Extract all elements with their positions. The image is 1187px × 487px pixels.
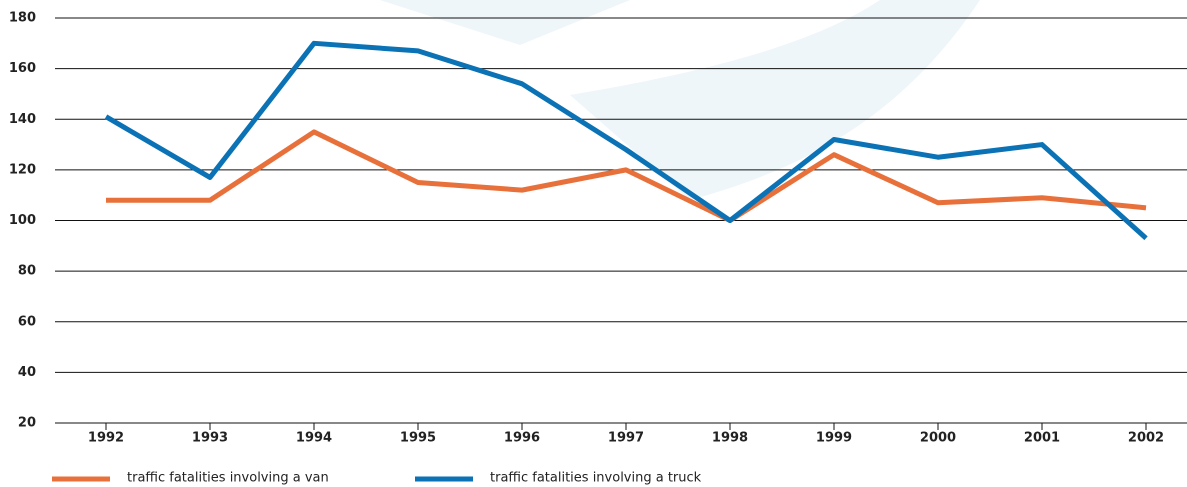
x-tick-label: 1996	[504, 431, 540, 446]
legend-label: traffic fatalities involving a truck	[490, 471, 702, 486]
x-tick-label: 1995	[400, 431, 436, 446]
y-tick-label: 160	[9, 61, 36, 76]
series-line	[104, 40, 1148, 241]
y-tick-label: 100	[9, 213, 36, 228]
series-line	[106, 129, 1147, 223]
y-tick-label: 140	[9, 112, 36, 127]
x-tick-label: 1999	[816, 431, 852, 446]
x-tick-label: 2000	[920, 431, 956, 446]
x-tick-label: 1998	[712, 431, 748, 446]
y-tick-label: 40	[18, 365, 36, 380]
y-tick-label: 120	[9, 162, 36, 177]
y-tick-label: 20	[18, 416, 36, 431]
x-tick-label: 1997	[608, 431, 644, 446]
y-tick-label: 180	[9, 11, 36, 26]
legend-label: traffic fatalities involving a van	[127, 471, 329, 486]
y-tick-label: 80	[18, 264, 36, 279]
x-tick-label: 1993	[192, 431, 228, 446]
x-tick-label: 1994	[296, 431, 332, 446]
x-tick-label: 2002	[1128, 431, 1164, 446]
x-tick-label: 2001	[1024, 431, 1060, 446]
x-tick-label: 1992	[88, 431, 124, 446]
y-tick-label: 60	[18, 314, 36, 329]
background-decoration	[380, 0, 980, 200]
